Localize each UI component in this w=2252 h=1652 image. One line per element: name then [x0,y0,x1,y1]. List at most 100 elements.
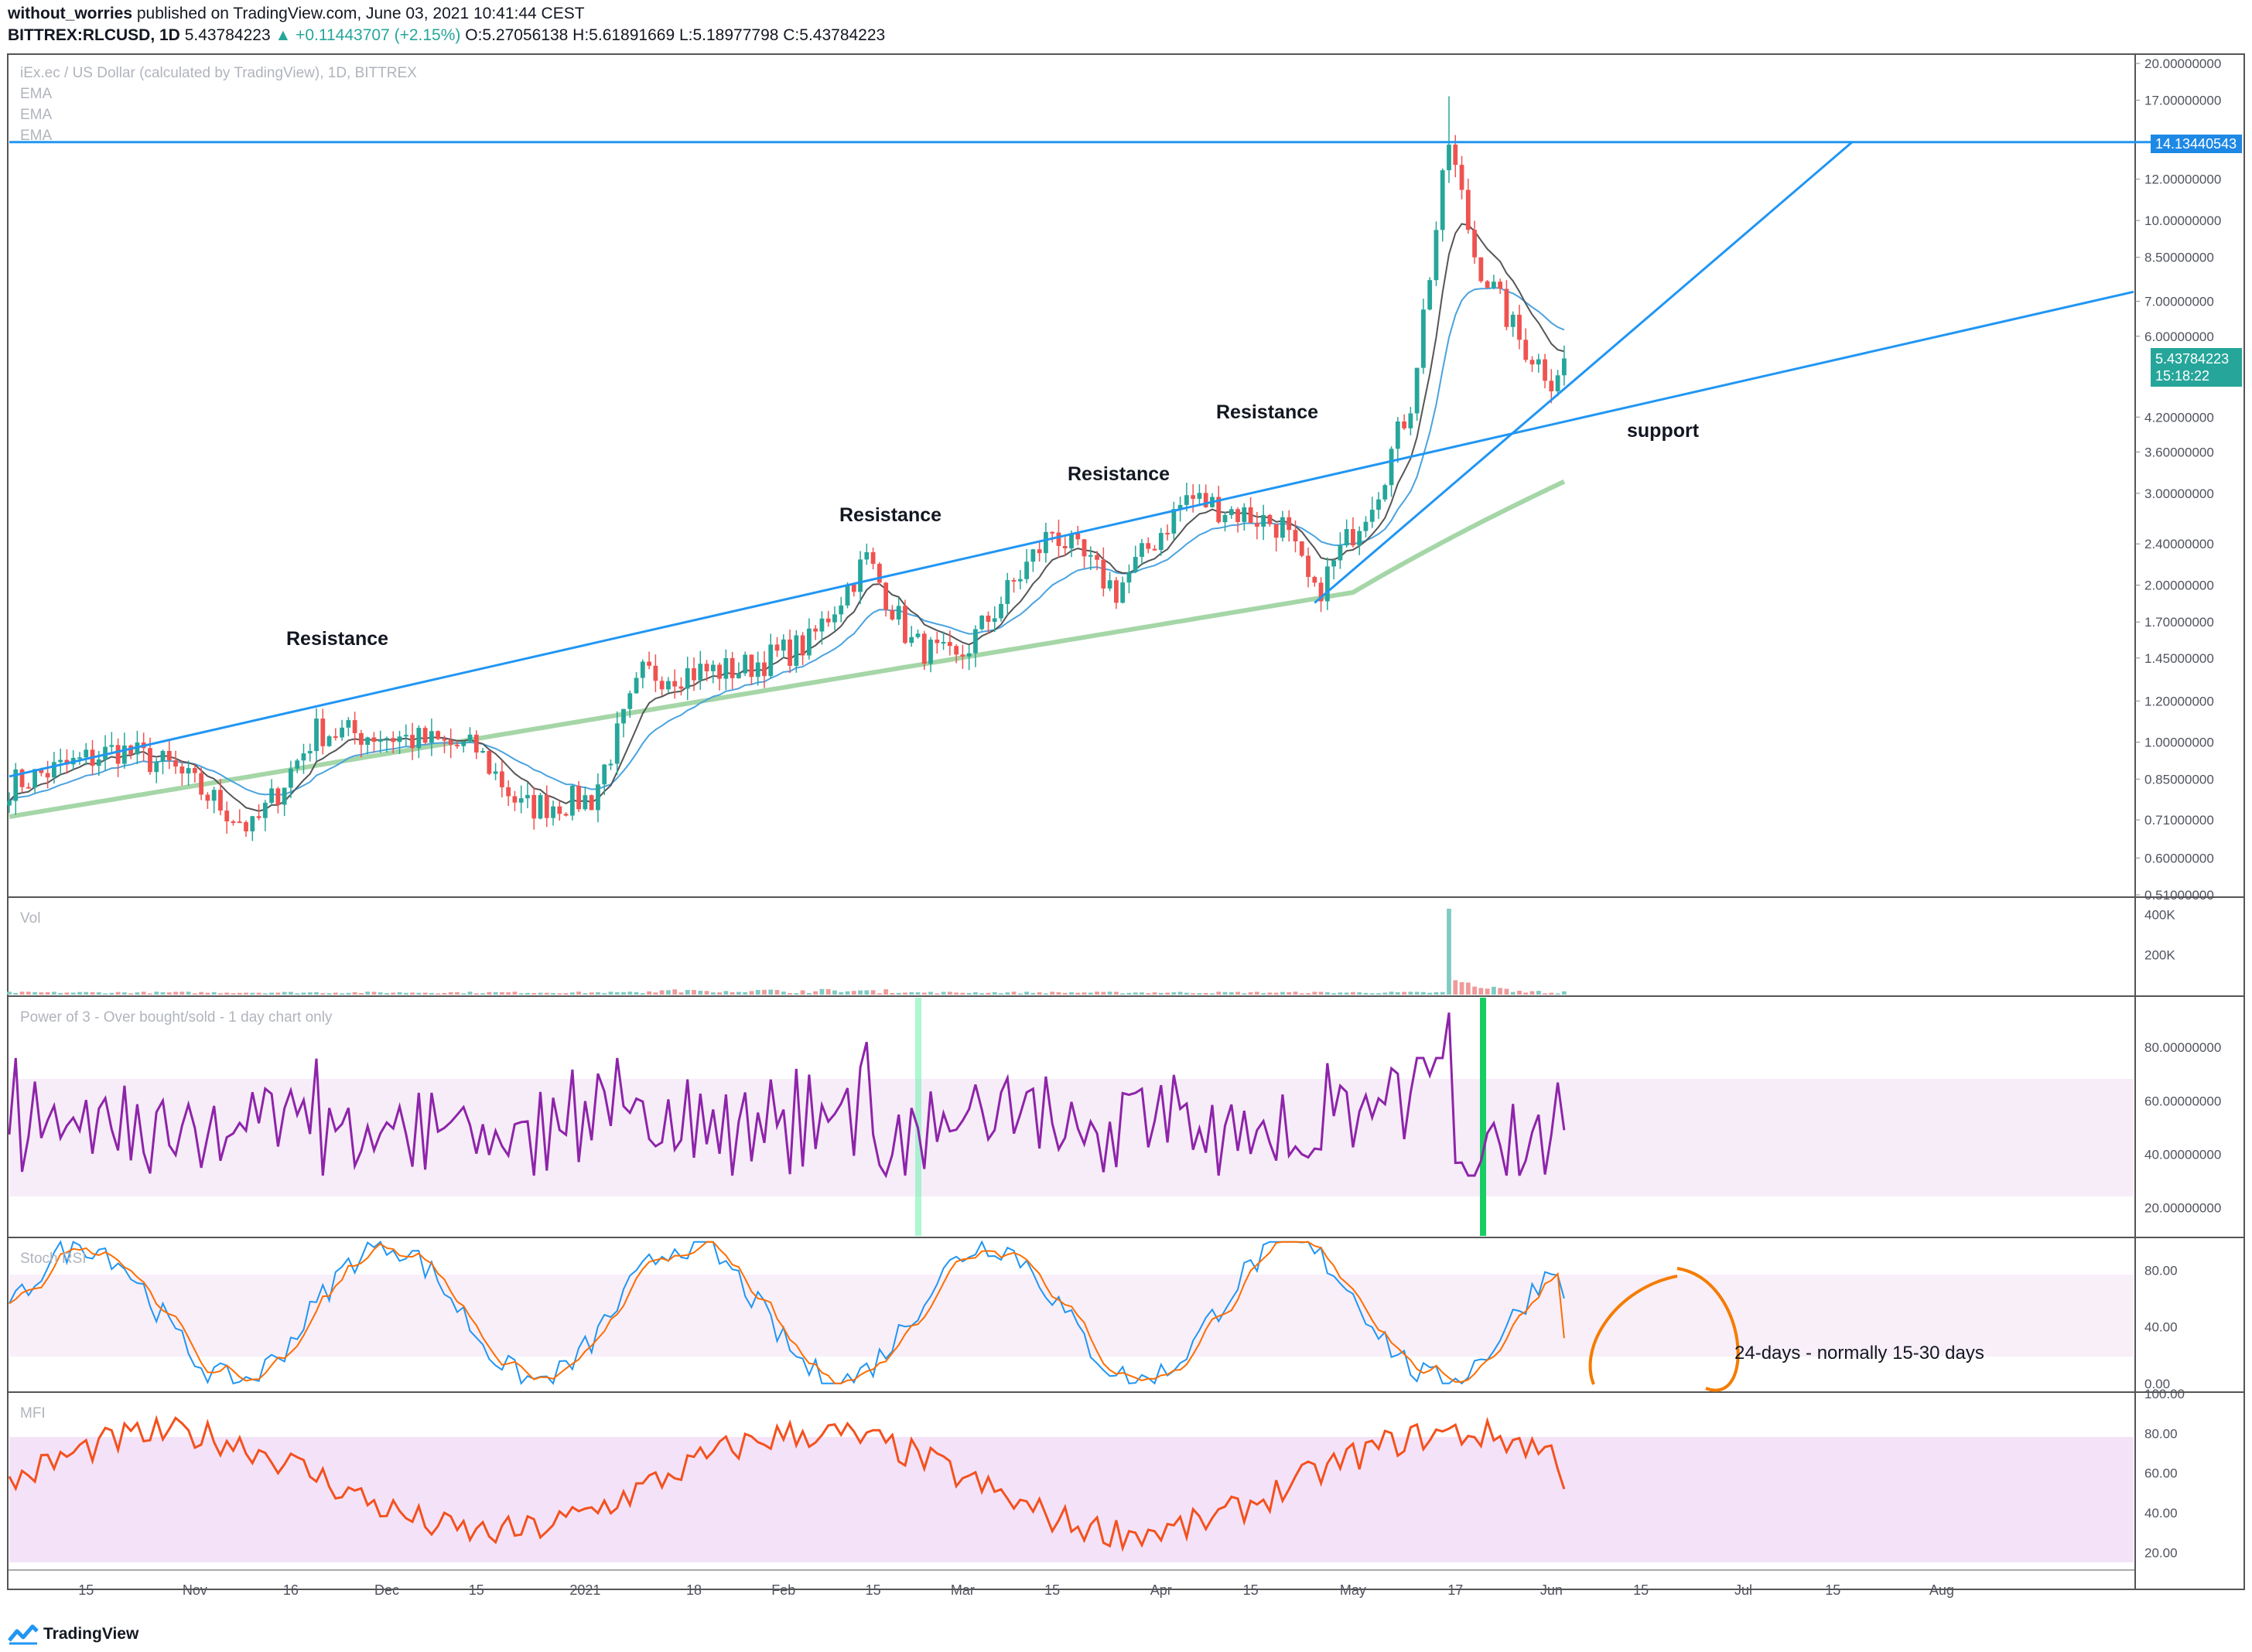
volume-bar [1140,992,1144,995]
candle-body [596,784,600,811]
volume-bar [13,992,19,995]
volume-bar [602,993,607,995]
volume-bar [371,992,377,995]
date-tick-label: 15 [469,1582,484,1598]
candle-body [391,738,396,742]
stoch-circle-annotation[interactable] [1588,1267,1740,1392]
volume-bar [614,992,620,995]
resistance-label-3: Resistance [1068,463,1170,485]
volume-bar [467,992,473,995]
price-axis[interactable]: 20.00000000 17.00000000 12.00000000 10.0000… [2135,56,2221,903]
tradingview-logo-icon [8,1624,39,1645]
volume-bar [1434,992,1439,995]
candle-body [480,750,485,753]
volume-bar [781,992,786,995]
volume-bar [596,992,600,995]
candle-body [436,731,441,739]
candle-body [250,816,255,831]
volume-bar [1229,992,1234,995]
ema-short-line [9,223,1565,812]
volume-bar [1242,993,1247,995]
candle-body [493,771,498,774]
volume-bar [121,992,127,995]
candle-body [1177,504,1183,510]
volume-bar [1331,993,1337,995]
candle-body [1191,495,1196,499]
candle-body [455,744,460,746]
last-price: 5.43784223 [184,26,271,44]
volume-bar [115,992,121,995]
volume-bar [192,993,197,995]
volume-bar [999,993,1003,995]
candle-body [1197,493,1202,499]
volume-bar [557,993,562,995]
price-tick-label: 1.00000000 [2144,736,2214,750]
candle-body [237,821,242,824]
candle-body [698,664,703,681]
candle-body [1140,543,1144,558]
volume-bar [1561,991,1567,995]
volume-bar [416,992,422,995]
candle-body [576,785,582,810]
publisher-name[interactable]: without_worries [8,5,133,22]
candle-body [986,615,991,623]
date-tick-label: 17 [1447,1582,1463,1598]
volume-bar [1485,988,1490,995]
volume-bar [1044,993,1048,995]
volume-bars [7,908,1567,995]
resistance-label-4: Resistance [1216,401,1318,423]
candle-body [563,814,569,816]
power3-line [8,1012,1566,1179]
volume-bar [845,991,850,995]
volume-bar [960,992,965,995]
candle-body [1491,282,1496,288]
volume-bar [480,993,485,995]
volume-bar [1357,992,1362,995]
price-tick-label: 1.70000000 [2144,615,2214,630]
volume-bar [1254,992,1259,995]
volume-bar [608,992,613,995]
date-tick-label: 18 [686,1582,702,1598]
power3-tick-label: 40.00000000 [2144,1147,2221,1162]
volume-bar [979,993,985,995]
candle-body [1062,545,1068,548]
candle-body [461,741,466,746]
symbol-label[interactable]: BITTREX:RLCUSD, 1D [8,26,180,44]
volume-bar [921,992,927,995]
volume-bar [1101,992,1106,995]
volume-bar [506,992,511,995]
volume-bar [710,992,716,995]
candle-body [1044,531,1048,554]
volume-bar [935,993,940,995]
volume-bar [1536,991,1541,995]
candle-body [1088,555,1093,557]
candle-body [928,640,933,664]
candle-body [557,806,562,814]
candle-body [589,795,594,811]
candle-body [569,785,575,816]
candle-body [1440,170,1445,230]
candle-body [870,552,876,565]
candle-body [551,806,555,818]
candle-body [52,762,56,778]
rising-resistance-line [9,290,2134,778]
volume-bar [1280,992,1285,995]
volume-bar [576,992,582,995]
volume-bar [1344,992,1349,995]
date-tick-label: 2021 [569,1582,600,1598]
date-axis[interactable]: 15 Nov 16 Dec 15 2021 18 Feb 15 Mar 15 Apr 15 May 17 Ju… [78,1582,1954,1598]
candle-body [1011,580,1017,582]
candle-body [410,735,415,749]
candle-body [1261,514,1266,527]
volume-bar [211,992,217,995]
candle-body [45,773,50,778]
volume-bar [1287,992,1292,995]
candle-body [717,664,722,679]
volume-bar [928,992,933,995]
candle-body [1529,360,1535,365]
candle-body [621,708,626,724]
candle-body [1024,561,1029,579]
trend-lines[interactable] [9,141,2242,778]
candle-body [359,732,364,746]
